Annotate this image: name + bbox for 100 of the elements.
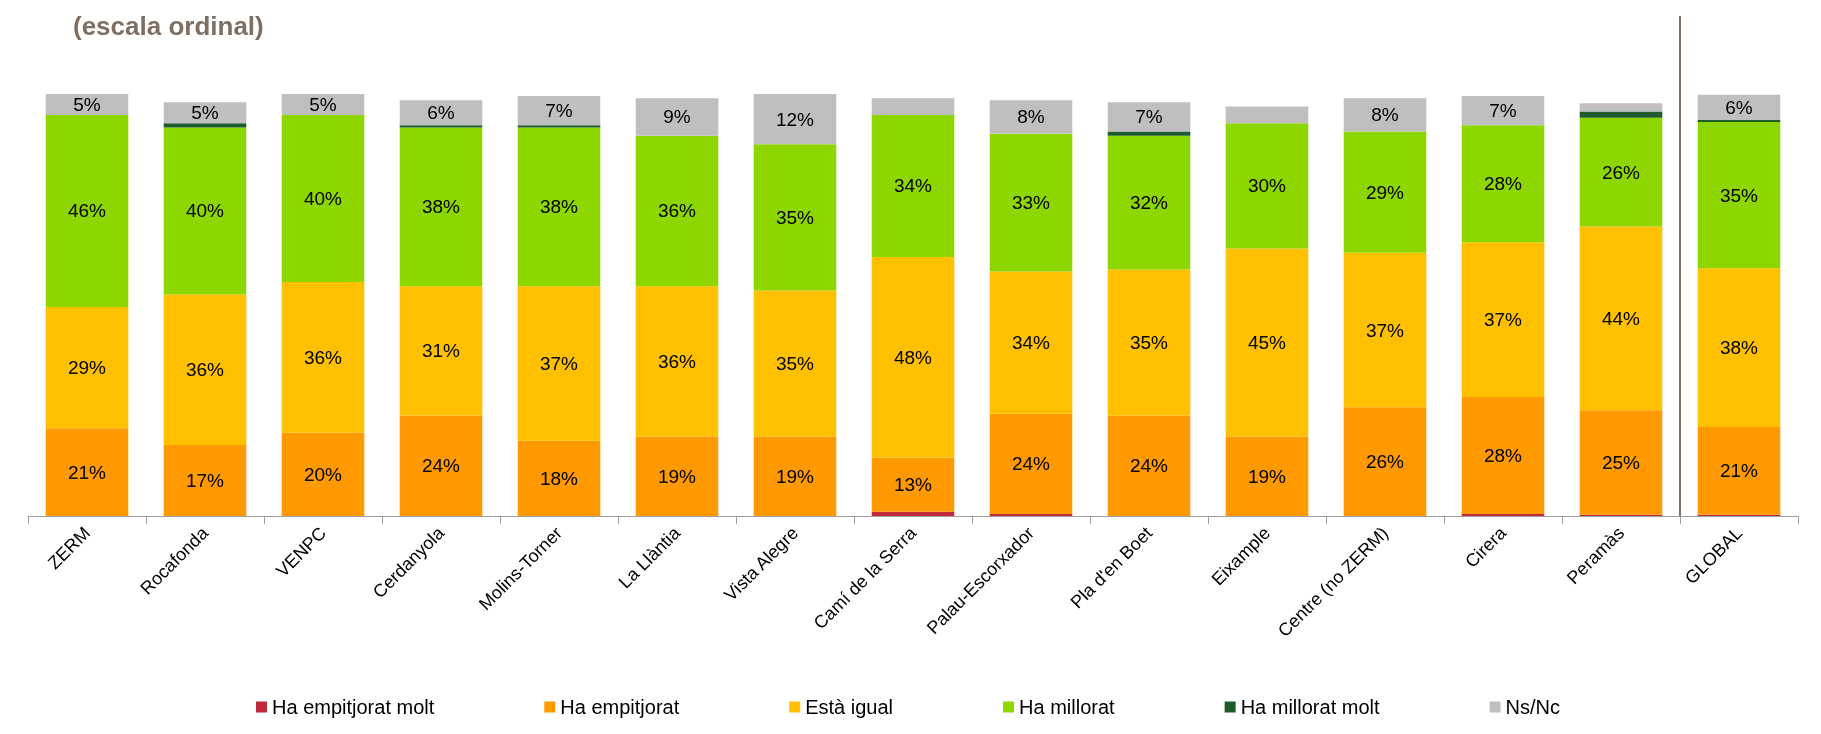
bar: [753, 290, 837, 437]
data-label: 38%: [1719, 337, 1759, 359]
data-label: 19%: [1247, 465, 1287, 487]
data-label: 35%: [775, 206, 815, 228]
data-label: 12%: [775, 108, 815, 130]
data-label: 21%: [1719, 460, 1759, 482]
data-label: 38%: [539, 196, 579, 218]
data-label: 13%: [893, 474, 933, 496]
bar: [1461, 396, 1545, 514]
bar: [871, 98, 955, 115]
bar: [1461, 513, 1545, 516]
data-label: 37%: [1365, 319, 1405, 341]
data-label: 28%: [1483, 173, 1523, 195]
bar: [45, 114, 129, 308]
data-label: 20%: [303, 463, 343, 485]
bar: [163, 444, 247, 516]
data-label: 40%: [303, 187, 343, 209]
bar: [517, 440, 601, 516]
data-label: 36%: [303, 346, 343, 368]
legend-label: Està igual: [805, 696, 894, 718]
bar: [1697, 119, 1781, 122]
bar: [399, 125, 483, 128]
data-label: 45%: [1247, 332, 1287, 354]
bar: [517, 125, 601, 128]
bar: [989, 133, 1073, 272]
bar: [753, 144, 837, 291]
data-label: 6%: [427, 102, 455, 124]
data-label: 31%: [421, 340, 461, 362]
data-label: 7%: [545, 100, 573, 122]
bar: [635, 286, 719, 437]
bar: [1579, 410, 1663, 515]
bar: [399, 286, 483, 416]
bar: [989, 100, 1073, 134]
bar: [517, 96, 601, 126]
bar: [1107, 102, 1191, 132]
legend-label: Ha empitjorat: [560, 696, 680, 718]
bar: [1225, 106, 1309, 124]
data-label: 29%: [67, 357, 107, 379]
bar: [1579, 111, 1663, 118]
bar: [1225, 123, 1309, 249]
data-label: 38%: [421, 196, 461, 218]
data-label: 36%: [657, 350, 697, 372]
bar: [1697, 121, 1781, 269]
bar: [1107, 135, 1191, 270]
data-label: 26%: [1601, 161, 1641, 183]
bar: [871, 511, 955, 516]
bar: [1461, 96, 1545, 126]
data-label: 34%: [1011, 332, 1051, 354]
data-label: 19%: [775, 465, 815, 487]
legend-label: Ha millorat molt: [1240, 696, 1380, 718]
data-label: 36%: [185, 359, 225, 381]
bar: [1697, 427, 1781, 515]
data-label: 48%: [893, 346, 933, 368]
data-label: 5%: [73, 93, 101, 115]
bar: [1579, 117, 1663, 227]
bar: [163, 127, 247, 295]
data-label: 7%: [1489, 100, 1517, 122]
data-label: 33%: [1011, 192, 1051, 214]
bar: [1343, 407, 1427, 516]
data-label: 8%: [1017, 106, 1045, 128]
data-label: 18%: [539, 467, 579, 489]
data-label: 21%: [67, 461, 107, 483]
bar: [1343, 98, 1427, 132]
data-label: 32%: [1129, 192, 1169, 214]
bar: [1107, 415, 1191, 516]
bar: [517, 127, 601, 287]
data-label: 24%: [1011, 453, 1051, 475]
bar: [989, 413, 1073, 514]
bar: [1107, 269, 1191, 416]
bar: [1579, 103, 1663, 112]
bar: [163, 123, 247, 128]
bar: [1107, 131, 1191, 136]
bar: [281, 432, 365, 516]
bar: [163, 294, 247, 445]
bar: [871, 114, 955, 257]
data-label: 9%: [663, 106, 691, 128]
data-label: 37%: [539, 352, 579, 374]
bar: [281, 114, 365, 283]
bar: [871, 256, 955, 458]
data-label: 35%: [1129, 332, 1169, 354]
chart-title: (escala ordinal): [73, 11, 264, 41]
bar: [281, 282, 365, 433]
bar: [399, 415, 483, 516]
bar: [871, 457, 955, 512]
legend-label: Ha empitjorat molt: [272, 696, 435, 718]
data-label: 37%: [1483, 309, 1523, 331]
data-label: 6%: [1725, 96, 1753, 118]
bar: [1225, 436, 1309, 516]
data-label: 19%: [657, 465, 697, 487]
data-label: 17%: [185, 469, 225, 491]
bar: [1343, 131, 1427, 253]
bar: [517, 286, 601, 441]
data-label: 34%: [893, 175, 933, 197]
data-label: 26%: [1365, 451, 1405, 473]
bar: [989, 271, 1073, 414]
legend-label: Ns/Nc: [1505, 696, 1560, 718]
data-label: 24%: [421, 455, 461, 477]
data-label: 25%: [1601, 452, 1641, 474]
data-label: 5%: [191, 102, 219, 124]
bar: [399, 127, 483, 287]
